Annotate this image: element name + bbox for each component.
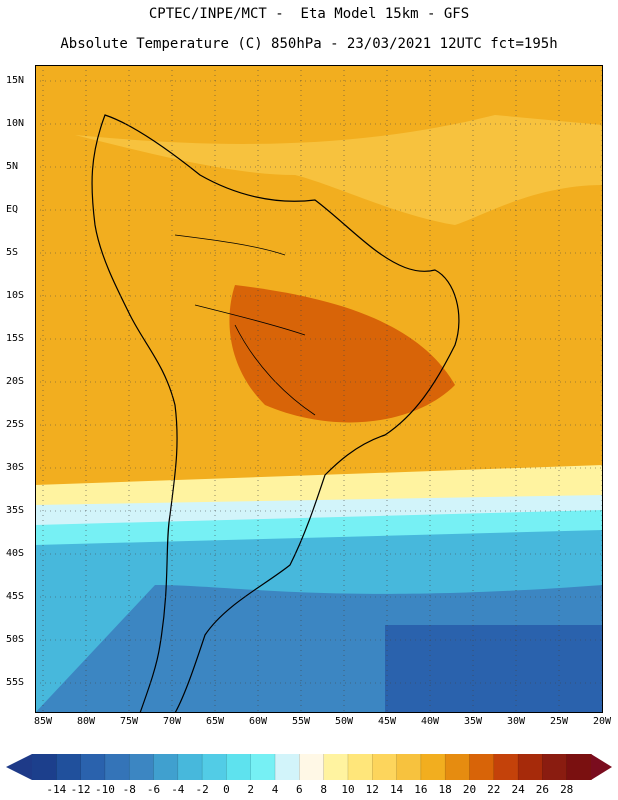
colorbar-label: -2 [195, 783, 209, 796]
temperature-map[interactable] [35, 65, 603, 713]
longitude-label: 50W [334, 716, 354, 727]
longitude-label: 45W [377, 716, 397, 727]
latitude-label: 55S [6, 677, 25, 688]
colorbar-swatch [542, 754, 568, 780]
latitude-label: 15S [6, 333, 25, 344]
longitude-label: 40W [420, 716, 440, 727]
colorbar-swatch [153, 754, 179, 780]
colorbar-label: 0 [223, 783, 230, 796]
longitude-label: 65W [205, 716, 225, 727]
colorbar-swatch [80, 754, 106, 780]
map-frame [35, 65, 603, 713]
colorbar-swatch [250, 754, 276, 780]
longitude-label: 70W [162, 716, 182, 727]
latitude-label: 40S [6, 548, 25, 559]
title-line-1: CPTEC/INPE/MCT - Eta Model 15km - GFS [148, 6, 470, 22]
latitude-label: 45S [6, 591, 25, 602]
colorbar-label: -12 [70, 783, 91, 796]
colorbar-swatch [372, 754, 398, 780]
longitude-label: 25W [549, 716, 569, 727]
colorbar-swatch [566, 754, 592, 780]
latitude-label: 15N [6, 75, 25, 86]
latitude-label: 10N [6, 118, 25, 129]
colorbar-end-low [6, 754, 32, 780]
longitude-label: 85W [33, 716, 53, 727]
longitude-label: 55W [291, 716, 311, 727]
colorbar-label: 28 [560, 783, 574, 796]
colorbar-swatch [323, 754, 349, 780]
colorbar-swatch [493, 754, 519, 780]
colorbar-swatch [445, 754, 471, 780]
colorbar-swatch [202, 754, 228, 780]
longitude-label: 35W [463, 716, 483, 727]
latitude-label: 10S [6, 290, 25, 301]
latitude-label: 20S [6, 376, 25, 387]
longitude-label: 30W [506, 716, 526, 727]
colorbar [6, 754, 612, 780]
border-2 [194, 304, 306, 336]
colorbar-swatch [347, 754, 373, 780]
border-3 [234, 324, 316, 416]
colorbar-label: 18 [438, 783, 452, 796]
colorbar-label: -6 [146, 783, 161, 796]
colorbar-label: -8 [122, 783, 136, 796]
latitude-label: 25S [6, 419, 25, 430]
colorbar-label: 16 [414, 783, 428, 796]
colorbar-label: -10 [94, 783, 115, 796]
colorbar-label: 20 [462, 783, 477, 796]
colorbar-swatch [177, 754, 203, 780]
colorbar-swatch [104, 754, 130, 780]
colorbar-swatch [518, 754, 543, 780]
longitude-label: 75W [119, 716, 139, 727]
colorbar-swatch [469, 754, 495, 780]
colorbar-swatch [275, 754, 300, 780]
colorbar-swatch [420, 754, 446, 780]
border-1 [174, 234, 286, 256]
colorbar-label: 6 [296, 783, 303, 796]
colorbar-end-high [591, 754, 612, 780]
latitude-label: 35S [6, 505, 25, 516]
colorbar-label: 12 [365, 783, 379, 796]
colorbar-label: 8 [320, 783, 327, 796]
colorbar-label: 2 [247, 783, 255, 796]
latitude-label: 5S [6, 247, 19, 258]
latitude-label: EQ [6, 204, 19, 215]
colorbar-swatch [396, 754, 422, 780]
north-gradient [75, 115, 603, 225]
colorbar-swatch [226, 754, 252, 780]
latitude-label: 50S [6, 634, 25, 645]
colorbar-label: -4 [171, 783, 185, 796]
latitude-label: 5N [6, 161, 19, 172]
longitude-label: 20W [592, 716, 612, 727]
colorbar-label: 4 [271, 783, 279, 796]
longitude-label: 80W [76, 716, 96, 727]
latitude-label: 30S [6, 462, 25, 473]
warm-core [229, 285, 455, 423]
colorbar-label: 14 [389, 783, 404, 796]
colorbar-swatch [32, 754, 57, 780]
colorbar-label: -14 [46, 783, 67, 796]
title-line-2: Absolute Temperature (C) 850hPa - 23/03/… [60, 36, 558, 52]
colorbar-label: 24 [511, 783, 525, 796]
colorbar-swatch [129, 754, 155, 780]
band-neg10 [385, 625, 603, 713]
longitude-label: 60W [248, 716, 268, 727]
colorbar-label: 26 [535, 783, 550, 796]
colorbar-swatch [299, 754, 325, 780]
south-america-coastline [91, 114, 460, 713]
colorbar-label: 22 [487, 783, 501, 796]
colorbar-label: 10 [341, 783, 355, 796]
colorbar-swatch [56, 754, 82, 780]
